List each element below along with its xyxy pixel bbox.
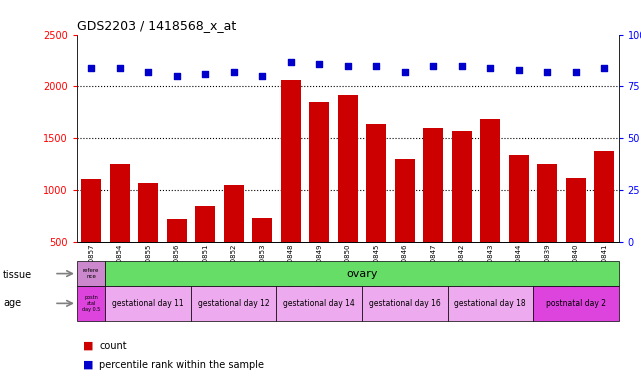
Point bbox=[200, 71, 210, 77]
Bar bbox=[362, 286, 447, 321]
Text: ■: ■ bbox=[83, 341, 94, 351]
Point bbox=[86, 65, 96, 71]
Text: tissue: tissue bbox=[3, 270, 32, 280]
Text: refere
nce: refere nce bbox=[83, 268, 99, 279]
Bar bbox=[281, 80, 301, 294]
Bar bbox=[77, 261, 105, 286]
Bar bbox=[77, 286, 105, 321]
Text: gestational day 14: gestational day 14 bbox=[283, 299, 355, 308]
Point bbox=[172, 73, 182, 79]
Bar bbox=[594, 151, 614, 294]
Bar bbox=[366, 124, 387, 294]
Bar bbox=[167, 219, 187, 294]
Bar bbox=[224, 185, 244, 294]
Bar bbox=[537, 164, 557, 294]
Point bbox=[286, 58, 296, 65]
Bar bbox=[110, 164, 129, 294]
Text: count: count bbox=[99, 341, 127, 351]
Bar bbox=[81, 179, 101, 294]
Text: percentile rank within the sample: percentile rank within the sample bbox=[99, 360, 264, 370]
Bar bbox=[191, 286, 276, 321]
Point bbox=[542, 69, 553, 75]
Bar bbox=[105, 286, 191, 321]
Bar bbox=[447, 286, 533, 321]
Point bbox=[485, 65, 495, 71]
Point bbox=[115, 65, 125, 71]
Bar bbox=[309, 103, 329, 294]
Text: gestational day 18: gestational day 18 bbox=[454, 299, 526, 308]
Point bbox=[428, 63, 438, 69]
Bar bbox=[480, 119, 500, 294]
Bar bbox=[196, 206, 215, 294]
Bar bbox=[338, 95, 358, 294]
Point bbox=[257, 73, 267, 79]
Text: ovary: ovary bbox=[346, 268, 378, 279]
Text: postnatal day 2: postnatal day 2 bbox=[545, 299, 606, 308]
Point bbox=[371, 63, 381, 69]
Bar bbox=[395, 159, 415, 294]
Point bbox=[143, 69, 153, 75]
Text: gestational day 12: gestational day 12 bbox=[198, 299, 269, 308]
Bar bbox=[423, 128, 443, 294]
Point bbox=[599, 65, 610, 71]
Text: age: age bbox=[3, 298, 21, 308]
Point bbox=[229, 69, 239, 75]
Point bbox=[399, 69, 410, 75]
Text: gestational day 11: gestational day 11 bbox=[112, 299, 184, 308]
Bar bbox=[509, 155, 529, 294]
Bar bbox=[533, 286, 619, 321]
Point bbox=[513, 67, 524, 73]
Bar bbox=[452, 131, 472, 294]
Text: postn
atal
day 0.5: postn atal day 0.5 bbox=[82, 295, 100, 312]
Point bbox=[456, 63, 467, 69]
Bar bbox=[138, 183, 158, 294]
Point bbox=[314, 61, 324, 67]
Bar bbox=[566, 178, 586, 294]
Bar bbox=[276, 286, 362, 321]
Point bbox=[570, 69, 581, 75]
Bar bbox=[253, 218, 272, 294]
Text: ■: ■ bbox=[83, 360, 94, 370]
Text: GDS2203 / 1418568_x_at: GDS2203 / 1418568_x_at bbox=[77, 19, 236, 32]
Text: gestational day 16: gestational day 16 bbox=[369, 299, 440, 308]
Point bbox=[342, 63, 353, 69]
